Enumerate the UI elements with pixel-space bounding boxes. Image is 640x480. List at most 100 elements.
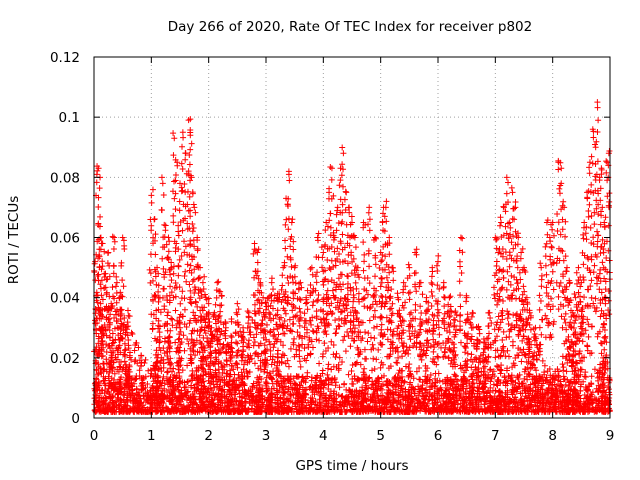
chart-title: Day 266 of 2020, Rate Of TEC Index for r…	[168, 19, 532, 35]
data-point	[141, 360, 148, 367]
data-point	[138, 352, 145, 359]
data-point	[177, 300, 184, 307]
data-point	[597, 340, 604, 347]
data-point	[171, 135, 178, 142]
data-point	[129, 330, 136, 337]
data-point	[435, 354, 442, 361]
data-point	[102, 270, 109, 277]
data-point	[154, 354, 161, 361]
data-point	[373, 356, 380, 363]
data-point	[316, 337, 323, 344]
data-point	[164, 312, 171, 319]
data-point	[350, 380, 357, 387]
data-point	[180, 332, 187, 339]
data-point	[95, 203, 102, 210]
data-point	[361, 355, 368, 362]
data-point	[119, 234, 126, 241]
data-point	[170, 219, 177, 226]
data-point	[116, 294, 123, 301]
data-point	[120, 237, 127, 244]
data-point	[158, 174, 165, 181]
data-point	[179, 187, 186, 194]
data-point	[296, 305, 303, 312]
data-point	[171, 195, 178, 202]
data-point	[113, 279, 120, 286]
data-point	[176, 284, 183, 291]
data-point	[96, 185, 103, 192]
data-point	[121, 358, 128, 365]
data-point	[233, 339, 240, 346]
data-point	[367, 334, 374, 341]
data-point	[152, 251, 159, 258]
data-point	[170, 212, 177, 219]
data-point	[146, 266, 153, 273]
data-point	[148, 192, 155, 199]
data-point	[563, 368, 570, 375]
data-point	[601, 346, 608, 353]
data-point	[164, 255, 171, 262]
data-point	[328, 366, 335, 373]
data-point	[112, 283, 119, 290]
data-point	[187, 299, 194, 306]
data-point	[416, 376, 423, 383]
data-point	[333, 350, 340, 357]
data-point	[151, 216, 158, 223]
data-point	[162, 222, 169, 229]
data-point	[139, 386, 146, 393]
data-point	[161, 221, 168, 228]
data-point	[325, 361, 332, 368]
data-point	[194, 247, 201, 254]
data-point	[172, 177, 179, 184]
data-point	[121, 245, 128, 252]
data-points	[91, 99, 613, 415]
data-point	[234, 340, 241, 347]
data-point	[277, 314, 284, 321]
data-point	[509, 338, 516, 345]
data-point	[161, 274, 168, 281]
data-point	[518, 358, 525, 365]
data-point	[324, 365, 331, 372]
data-point	[201, 273, 208, 280]
data-point	[181, 306, 188, 313]
data-point	[148, 227, 155, 234]
data-point	[515, 352, 522, 359]
data-point	[233, 360, 240, 367]
data-point	[408, 309, 415, 316]
data-point	[175, 228, 182, 235]
data-point	[584, 342, 591, 349]
data-point	[422, 368, 429, 375]
data-point	[347, 343, 354, 350]
data-point	[588, 373, 595, 380]
data-point	[361, 365, 368, 372]
data-point	[188, 330, 195, 337]
data-point	[368, 367, 375, 374]
data-point	[497, 353, 504, 360]
data-point	[428, 382, 435, 389]
data-point	[186, 161, 193, 168]
data-point	[170, 130, 177, 137]
data-point	[106, 401, 113, 408]
data-point	[187, 132, 194, 139]
data-point	[99, 240, 106, 247]
data-point	[316, 360, 323, 367]
data-point	[310, 328, 317, 335]
data-point	[217, 302, 224, 309]
data-point	[102, 284, 109, 291]
data-point	[168, 315, 175, 322]
data-point	[191, 204, 198, 211]
data-point	[576, 402, 583, 409]
data-point	[111, 234, 118, 241]
data-point	[101, 284, 108, 291]
data-point	[245, 337, 252, 344]
data-point	[188, 140, 195, 147]
grid-lines	[94, 57, 610, 418]
data-point	[285, 363, 292, 370]
data-point	[179, 288, 186, 295]
data-point	[228, 318, 235, 325]
data-point	[181, 347, 188, 354]
data-point	[340, 403, 347, 410]
data-point	[342, 348, 349, 355]
data-point	[181, 181, 188, 188]
data-point	[435, 370, 442, 377]
